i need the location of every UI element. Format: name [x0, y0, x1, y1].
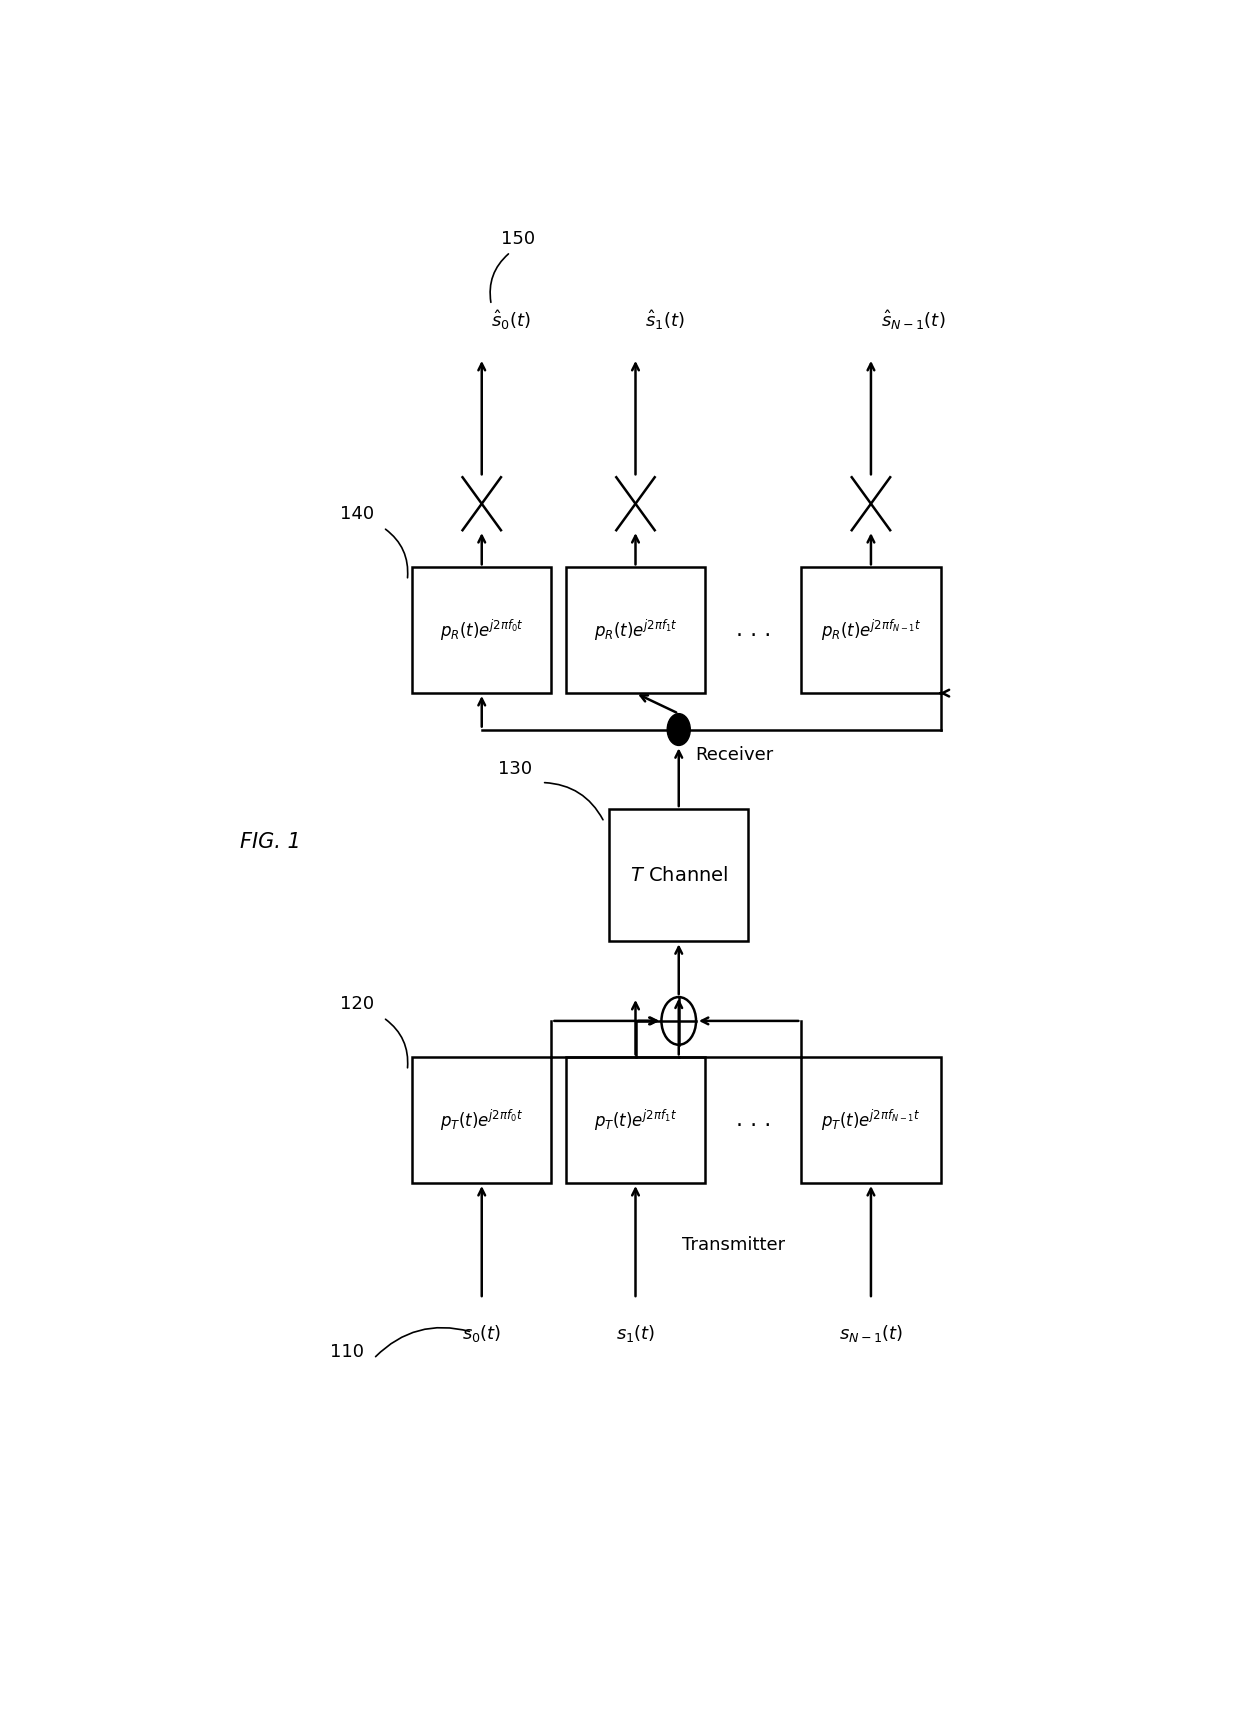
Text: 140: 140	[340, 506, 373, 523]
Text: 130: 130	[498, 760, 532, 777]
Text: $p_T(t)e^{j2\pi f_{N-1} t}$: $p_T(t)e^{j2\pi f_{N-1} t}$	[821, 1108, 920, 1133]
Text: 120: 120	[340, 996, 373, 1013]
Text: $T$ Channel: $T$ Channel	[630, 865, 728, 884]
Text: $p_T(t)e^{j2\pi f_1 t}$: $p_T(t)e^{j2\pi f_1 t}$	[594, 1108, 677, 1133]
FancyBboxPatch shape	[565, 568, 706, 693]
Text: $\hat{s}_1(t)$: $\hat{s}_1(t)$	[645, 308, 684, 332]
Text: . . .: . . .	[735, 621, 771, 640]
Text: $s_0(t)$: $s_0(t)$	[463, 1323, 501, 1343]
FancyBboxPatch shape	[801, 1058, 941, 1183]
FancyBboxPatch shape	[801, 568, 941, 693]
FancyBboxPatch shape	[565, 1058, 706, 1183]
Text: $p_T(t)e^{j2\pi f_0 t}$: $p_T(t)e^{j2\pi f_0 t}$	[440, 1108, 523, 1133]
Text: $\hat{s}_{N-1}(t)$: $\hat{s}_{N-1}(t)$	[880, 308, 945, 332]
Text: Receiver: Receiver	[694, 746, 773, 764]
Circle shape	[661, 998, 696, 1044]
FancyBboxPatch shape	[412, 1058, 552, 1183]
Text: $p_R(t)e^{j2\pi f_{N-1} t}$: $p_R(t)e^{j2\pi f_{N-1} t}$	[821, 617, 921, 643]
FancyBboxPatch shape	[609, 808, 749, 941]
Text: 110: 110	[330, 1343, 365, 1361]
Text: FIG. 1: FIG. 1	[241, 832, 300, 851]
Text: $s_1(t)$: $s_1(t)$	[616, 1323, 655, 1343]
Text: 150: 150	[501, 230, 536, 248]
Text: Transmitter: Transmitter	[682, 1237, 786, 1254]
Text: $s_{N-1}(t)$: $s_{N-1}(t)$	[838, 1323, 903, 1343]
Text: $p_R(t)e^{j2\pi f_0 t}$: $p_R(t)e^{j2\pi f_0 t}$	[440, 617, 523, 643]
Circle shape	[667, 714, 691, 745]
Text: . . .: . . .	[735, 1109, 771, 1130]
Text: $\hat{s}_0(t)$: $\hat{s}_0(t)$	[491, 308, 531, 332]
Text: $p_R(t)e^{j2\pi f_1 t}$: $p_R(t)e^{j2\pi f_1 t}$	[594, 617, 677, 643]
FancyBboxPatch shape	[412, 568, 552, 693]
